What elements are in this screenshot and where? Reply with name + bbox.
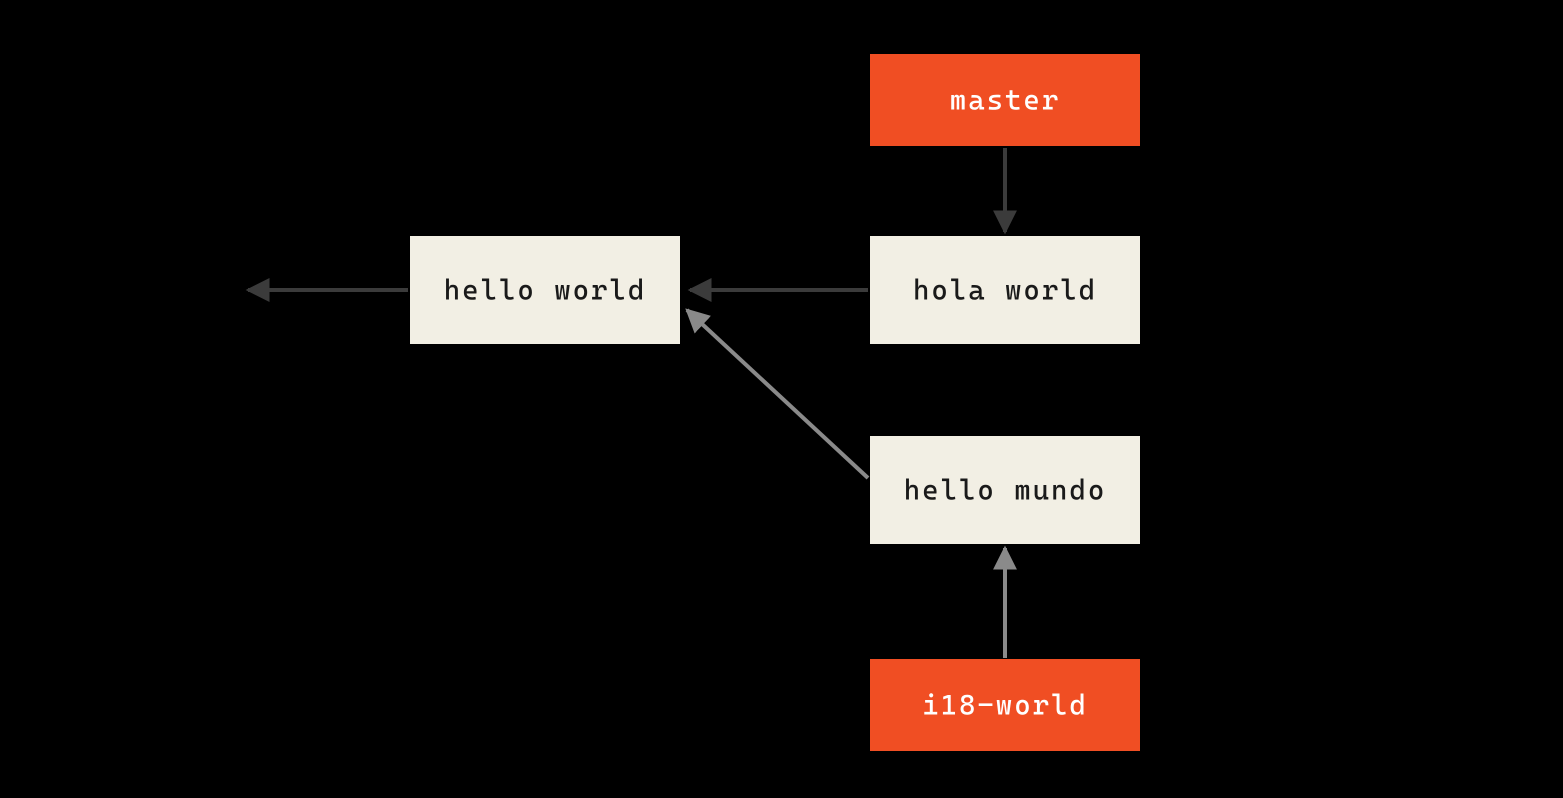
commit-label: hola world	[913, 274, 1097, 307]
commit-label: hello world	[444, 274, 646, 307]
branch-label: i18-world	[922, 689, 1088, 722]
branch-node-i18-world: i18-world	[870, 659, 1140, 751]
commit-node-hello-world: hello world	[410, 236, 680, 344]
commit-node-hello-mundo: hello mundo	[870, 436, 1140, 544]
commit-label: hello mundo	[904, 474, 1106, 507]
commit-node-hola-world: hola world	[870, 236, 1140, 344]
branch-node-master: master	[870, 54, 1140, 146]
git-branch-diagram: master hello world hola world hello mundo i1…	[0, 0, 1563, 798]
branch-label: master	[950, 84, 1060, 117]
